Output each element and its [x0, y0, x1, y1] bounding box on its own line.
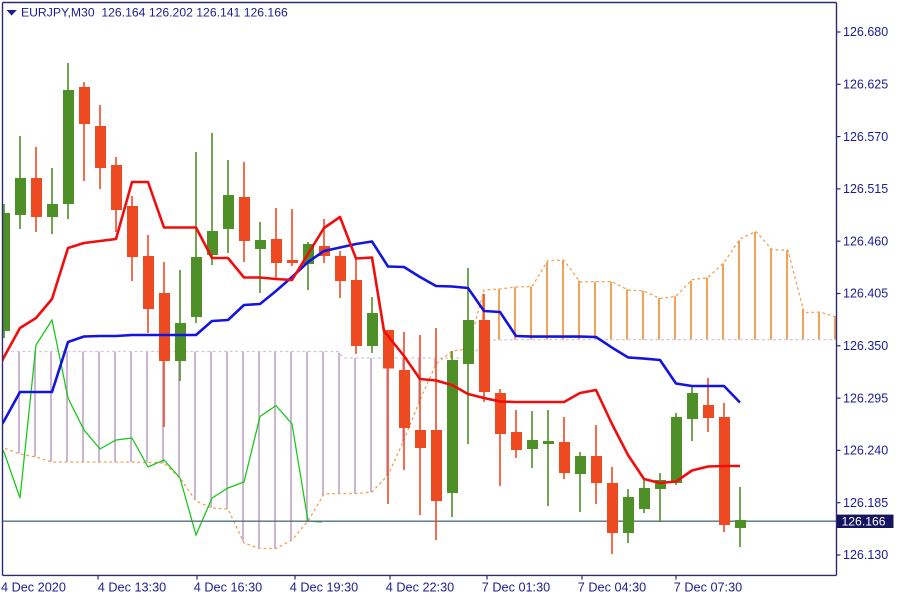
svg-text:4 Dec 16:30: 4 Dec 16:30 [194, 581, 262, 595]
svg-text:126.570: 126.570 [843, 130, 888, 144]
svg-text:126.460: 126.460 [843, 234, 888, 248]
svg-text:126.295: 126.295 [843, 391, 888, 405]
svg-text:4 Dec 2020: 4 Dec 2020 [1, 581, 66, 595]
svg-text:126.130: 126.130 [843, 548, 888, 562]
svg-text:7 Dec 04:30: 7 Dec 04:30 [578, 581, 646, 595]
svg-text:126.515: 126.515 [843, 182, 888, 196]
svg-text:126.185: 126.185 [843, 496, 888, 510]
svg-text:126.625: 126.625 [843, 78, 888, 92]
svg-text:126.680: 126.680 [843, 25, 888, 39]
svg-text:4 Dec 13:30: 4 Dec 13:30 [98, 581, 166, 595]
svg-text:4 Dec 19:30: 4 Dec 19:30 [290, 581, 358, 595]
svg-text:126.166: 126.166 [842, 514, 886, 528]
svg-text:7 Dec 07:30: 7 Dec 07:30 [674, 581, 742, 595]
svg-text:EURJPY,M30 126.164 126.202 12: EURJPY,M30 126.164 126.202 126.141 126.1… [21, 6, 288, 20]
svg-text:7 Dec 01:30: 7 Dec 01:30 [482, 581, 550, 595]
svg-text:126.350: 126.350 [843, 339, 888, 353]
svg-text:126.405: 126.405 [843, 287, 888, 301]
svg-text:126.240: 126.240 [843, 444, 888, 458]
svg-text:4 Dec 22:30: 4 Dec 22:30 [386, 581, 454, 595]
